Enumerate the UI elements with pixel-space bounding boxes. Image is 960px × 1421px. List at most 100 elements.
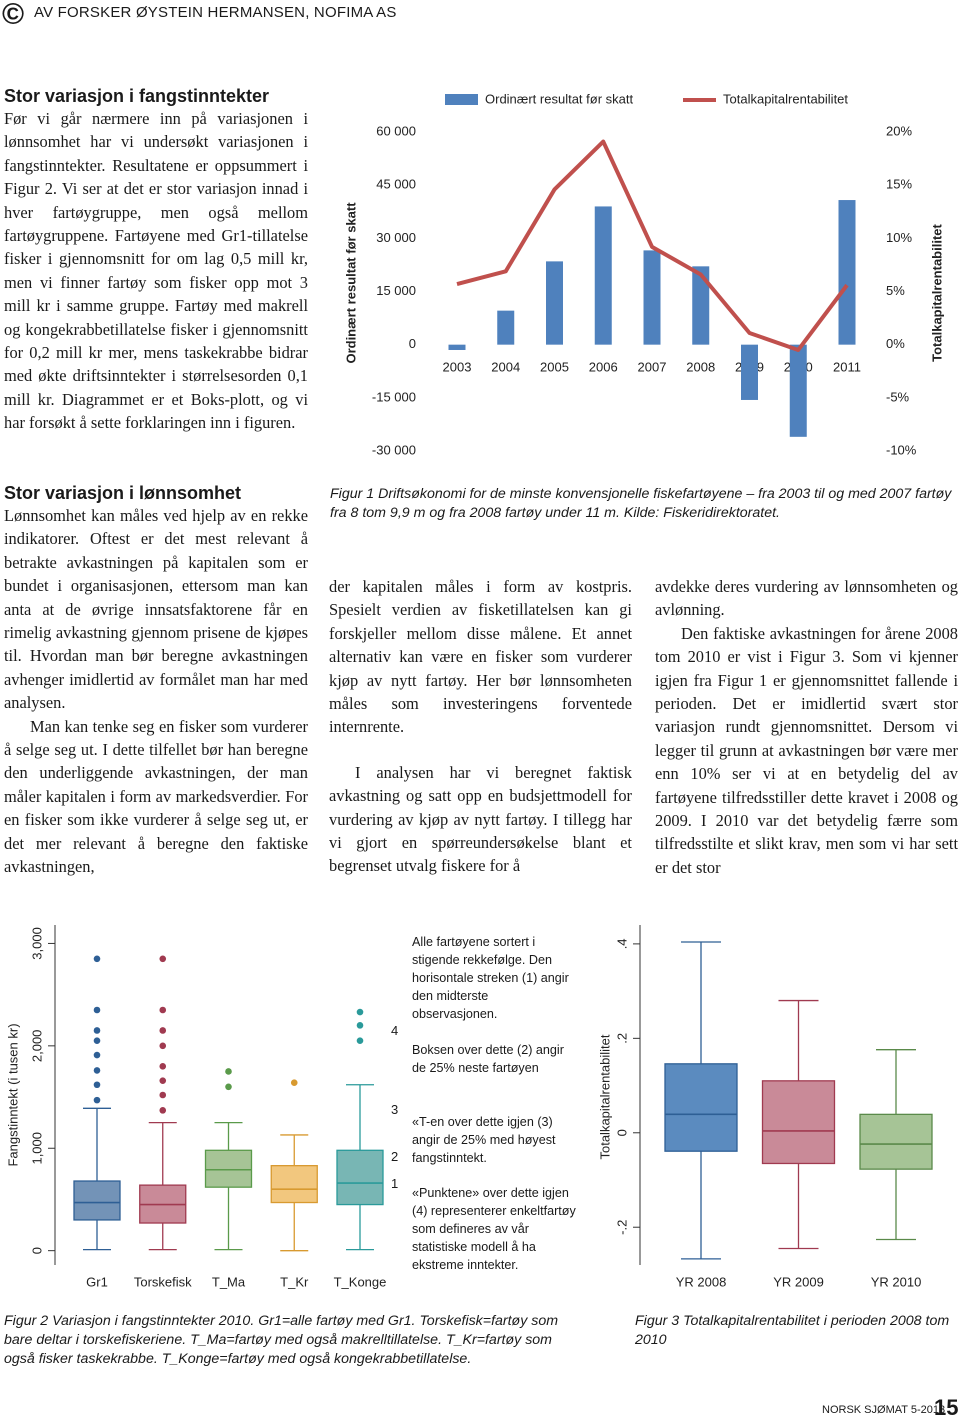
paragraph: Man kan tenke seg en fisker som vurderer…: [4, 716, 308, 877]
page-number: 15: [934, 1395, 959, 1420]
outlier: [159, 1042, 167, 1050]
y-tick-label: .4: [614, 938, 629, 949]
column-left-bottom: Stor variasjon i lønnsomhet Lønnsomhet k…: [4, 483, 308, 879]
annotation-text: Alle fartøyene sortert i stigende rekkef…: [412, 935, 569, 1021]
figure-caption: Figur 2 Variasjon i fangstinntekter 2010…: [4, 1313, 559, 1367]
y-tick-label: 60 000: [376, 123, 416, 138]
x-tick-label: YR 2008: [676, 1274, 727, 1289]
y2-tick-label: 10%: [886, 230, 912, 245]
y-tick-label: .2: [614, 1033, 629, 1044]
x-tick-label: T_Kr: [280, 1274, 309, 1289]
y2-tick-label: 0%: [886, 336, 905, 351]
box: [73, 1180, 121, 1221]
x-tick-label: T_Ma: [212, 1274, 246, 1289]
legend-label: Ordinært resultat før skatt: [485, 91, 633, 106]
y-tick-label: 2,000: [29, 1030, 44, 1063]
section-heading: Stor variasjon i lønnsomhet: [4, 483, 242, 503]
y-tick-label: 45 000: [376, 177, 416, 192]
y-tick-label: 30 000: [376, 230, 416, 245]
line: [456, 139, 849, 352]
figure-caption: Figur 3 Totalkapitalrentabilitet i perio…: [635, 1313, 950, 1348]
y-tick-label: 3,000: [29, 927, 44, 960]
annotation-marker: 3: [391, 1102, 399, 1117]
y2-axis-title: Totalkapitalrentabilitet: [929, 223, 944, 361]
outlier: [159, 1006, 167, 1014]
bar: [741, 344, 758, 400]
outlier: [159, 1077, 167, 1084]
outlier: [93, 1096, 101, 1104]
y2-tick-label: 20%: [886, 123, 912, 138]
x-tick-label: 2007: [638, 359, 667, 374]
annotation-text: «T-en over dette igjen (3) angir de 25% …: [412, 1115, 556, 1165]
magazine-name: NORSK SJØMAT 5-2013: [822, 1404, 946, 1416]
outlier: [225, 1068, 232, 1075]
paragraph: der kapitalen måles i form av kostpris. …: [329, 577, 632, 737]
x-tick-label: 2003: [443, 359, 472, 374]
bar: [497, 310, 515, 345]
x-tick-label: YR 2010: [871, 1274, 922, 1289]
outlier: [93, 1006, 101, 1014]
paragraph: I analysen har vi beregnet faktisk avkas…: [329, 762, 632, 876]
y-tick-label: 15 000: [376, 283, 416, 298]
figure-caption: Figur 1 Driftsøkonomi for de minste konv…: [330, 486, 952, 521]
box: [761, 1080, 836, 1165]
x-tick-label: T_Konge: [334, 1274, 387, 1289]
legend-label: Totalkapitalrentabilitet: [723, 91, 848, 106]
outlier: [93, 1081, 101, 1089]
column-right: avdekke deres vurdering av lønnsomheten …: [655, 575, 958, 879]
y-tick-label: -.2: [614, 1220, 629, 1235]
bar: [789, 344, 807, 437]
outlier: [93, 955, 101, 963]
paragraph: Den faktiske avkastningen for årene 2008…: [655, 623, 958, 877]
annotation-marker: 2: [391, 1149, 399, 1164]
y-tick-label: -15 000: [372, 389, 416, 404]
annotation-marker: 4: [391, 1023, 399, 1038]
y-tick-label: 0: [29, 1247, 44, 1254]
copyright-symbol: ©: [2, 0, 25, 31]
x-tick-label: 2004: [491, 359, 520, 374]
y2-tick-label: -5%: [886, 389, 910, 404]
y2-tick-label: -10%: [886, 442, 917, 457]
bar: [838, 200, 856, 345]
legend-swatch: [445, 94, 478, 105]
y-axis-title: Totalkapitalrentabilitet: [597, 1034, 612, 1159]
y-tick-label: 0: [614, 1129, 629, 1136]
outlier: [93, 1037, 101, 1045]
x-tick-label: YR 2009: [773, 1274, 824, 1289]
annotation-text: «Punktene» over dette igjen (4) represen…: [412, 1186, 576, 1272]
paragraph: Lønnsomhet kan måles ved hjelp av en rek…: [4, 506, 308, 713]
annotation-marker: 1: [391, 1176, 399, 1191]
x-tick-label: 2005: [540, 359, 569, 374]
x-tick-label: Gr1: [86, 1274, 108, 1289]
bar: [594, 206, 612, 345]
bar: [546, 261, 563, 345]
outlier: [93, 1027, 101, 1034]
section-heading: Stor variasjon i fangstinntekter: [4, 86, 270, 106]
paragraph: avdekke deres vurdering av lønnsomheten …: [655, 577, 958, 620]
box: [664, 1063, 738, 1152]
y-tick-label: 0: [409, 336, 416, 351]
x-tick-label: 2011: [833, 359, 861, 374]
outlier: [356, 1008, 364, 1016]
annotation-text: Boksen over dette (2) angir de 25% neste…: [412, 1043, 564, 1075]
outlier: [356, 1022, 364, 1029]
outlier: [159, 1107, 167, 1114]
x-tick-label: Torskefisk: [134, 1274, 192, 1289]
outlier: [225, 1083, 232, 1091]
outlier: [159, 1091, 167, 1099]
outlier: [159, 1063, 167, 1070]
column-left-top: Stor variasjon i fangstinntekter Før vi …: [4, 86, 308, 435]
box: [204, 1149, 253, 1188]
outlier: [93, 1051, 101, 1059]
box: [270, 1165, 318, 1204]
y-tick-label: -30 000: [372, 442, 416, 457]
x-tick-label: 2008: [686, 359, 715, 374]
outlier: [290, 1079, 298, 1087]
bar: [643, 250, 661, 345]
bar: [448, 344, 466, 350]
bar: [692, 266, 710, 345]
column-middle: der kapitalen måles i form av kostpris. …: [329, 575, 632, 878]
outlier: [159, 955, 167, 963]
outlier: [93, 1067, 101, 1074]
